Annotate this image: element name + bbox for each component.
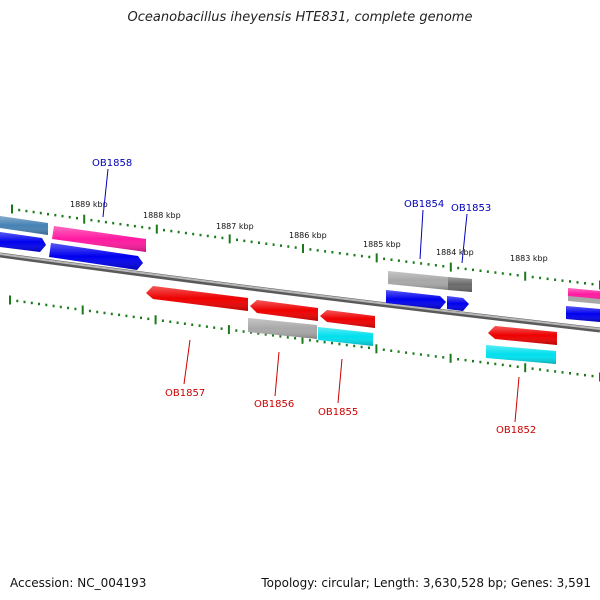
scale-label: 1884 kbp [436, 248, 474, 257]
reverse-strand-features [146, 286, 557, 364]
forward-strand-features [0, 216, 600, 322]
leader-OB1855 [337, 358, 343, 404]
scale-label: 1889 kbp [70, 200, 108, 209]
genome-summary: Topology: circular; Length: 3,630,528 bp… [261, 576, 591, 590]
genome-backbone [0, 252, 600, 333]
scale-ticks-upper [11, 204, 600, 290]
gene-label-OB1852[interactable]: OB1852 [496, 425, 536, 436]
gene-leader-lines [102, 168, 520, 423]
gene-arrow-gray [568, 296, 600, 304]
map-title: Oceanobacillus iheyensis HTE831, complet… [127, 10, 473, 25]
leader-OB1857 [183, 339, 191, 385]
gene-label-OB1855[interactable]: OB1855 [318, 407, 358, 418]
gene-label-OB1857[interactable]: OB1857 [165, 388, 205, 399]
gene-labels: OB1858 OB1857 OB1856 OB1855 OB1854 OB185… [92, 158, 536, 436]
scale-label: 1883 kbp [510, 254, 548, 263]
leader-OB1858 [102, 168, 109, 218]
gene-label-OB1856[interactable]: OB1856 [254, 399, 294, 410]
backbone-highlight [0, 253, 600, 330]
gene-label-OB1858[interactable]: OB1858 [92, 158, 132, 169]
scale-ticks-lower [9, 295, 600, 382]
leader-OB1853 [461, 213, 468, 264]
leader-OB1852 [514, 376, 520, 423]
gene-label-OB1854[interactable]: OB1854 [404, 199, 444, 210]
scale-label: 1887 kbp [216, 222, 254, 231]
leader-OB1856 [274, 351, 280, 397]
gene-label-OB1853[interactable]: OB1853 [451, 203, 491, 214]
accession-label: Accession: NC_004193 [10, 576, 147, 590]
scale-label: 1885 kbp [363, 240, 401, 249]
scale-labels: 1889 kbp 1888 kbp 1887 kbp 1886 kbp 1885… [70, 200, 548, 263]
scale-label: 1888 kbp [143, 211, 181, 220]
scale-label: 1886 kbp [289, 231, 327, 240]
leader-OB1854 [419, 209, 424, 260]
